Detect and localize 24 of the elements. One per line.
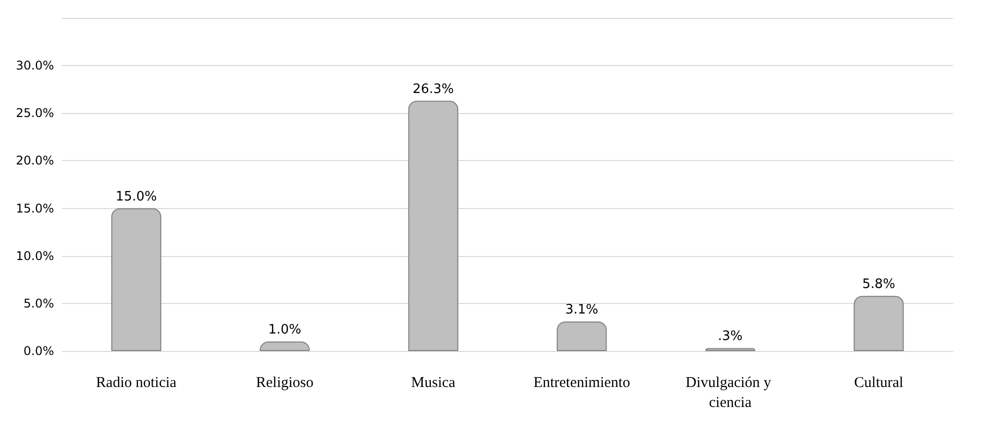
x-tick-label: Religioso xyxy=(256,375,314,391)
x-tick-label: Divulgación y ciencia xyxy=(686,375,775,411)
y-tick-label: 20.0% xyxy=(16,154,54,168)
data-label: .3% xyxy=(718,329,743,344)
data-label: 26.3% xyxy=(412,82,454,97)
data-label: 5.8% xyxy=(862,276,896,292)
bar xyxy=(408,100,458,351)
data-label: 3.1% xyxy=(565,302,598,318)
bar xyxy=(854,296,904,351)
data-label: 15.0% xyxy=(116,189,157,204)
bar xyxy=(111,208,162,351)
bar xyxy=(556,322,607,351)
x-tick-label: Cultural xyxy=(854,375,904,391)
y-tick-label: 10.0% xyxy=(16,248,54,263)
y-tick-label: 0.0% xyxy=(24,344,54,358)
x-tick-label: Musica xyxy=(411,375,456,391)
y-tick-label: 30.0% xyxy=(16,58,54,73)
y-tick-label: 15.0% xyxy=(16,201,54,216)
bar xyxy=(260,341,310,351)
x-tick-label: Radio noticia xyxy=(96,375,177,391)
x-tick-label: Entretenimiento xyxy=(533,375,630,391)
y-tick-label: 25.0% xyxy=(16,106,54,120)
data-label: 1.0% xyxy=(268,322,302,338)
y-tick-label: 5.0% xyxy=(24,296,54,310)
